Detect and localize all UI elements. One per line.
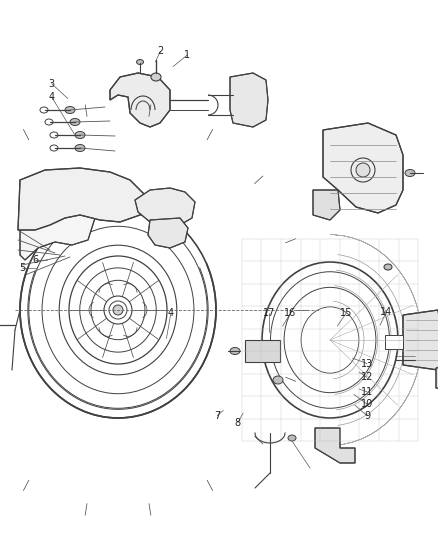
Ellipse shape [65, 107, 75, 114]
Polygon shape [436, 365, 438, 390]
FancyBboxPatch shape [245, 340, 280, 362]
Ellipse shape [356, 163, 370, 177]
Text: 8: 8 [235, 418, 241, 427]
Text: 6: 6 [32, 255, 38, 265]
Ellipse shape [384, 264, 392, 270]
Text: 10: 10 [361, 399, 373, 409]
Text: 9: 9 [364, 411, 370, 421]
Text: 7: 7 [214, 411, 220, 421]
Text: 17: 17 [263, 309, 276, 318]
Text: 1: 1 [184, 50, 191, 60]
Polygon shape [315, 428, 355, 463]
Polygon shape [313, 190, 340, 220]
Text: 11: 11 [361, 387, 373, 397]
Polygon shape [110, 73, 170, 127]
Polygon shape [20, 208, 95, 260]
Ellipse shape [273, 376, 283, 384]
Text: 5: 5 [19, 263, 25, 273]
Text: 4: 4 [49, 92, 55, 102]
Ellipse shape [75, 132, 85, 139]
Polygon shape [135, 188, 195, 226]
Ellipse shape [288, 435, 296, 441]
Polygon shape [323, 123, 403, 213]
Ellipse shape [70, 118, 80, 125]
Ellipse shape [151, 73, 161, 81]
Text: 14: 14 [380, 307, 392, 317]
Text: 4: 4 [168, 309, 174, 318]
Ellipse shape [113, 305, 123, 315]
Text: 3: 3 [49, 79, 55, 88]
Ellipse shape [405, 169, 415, 176]
Polygon shape [230, 73, 268, 127]
Polygon shape [18, 168, 145, 230]
Ellipse shape [75, 144, 85, 151]
Ellipse shape [137, 60, 144, 64]
Polygon shape [148, 218, 188, 248]
Text: 2: 2 [157, 46, 163, 56]
FancyBboxPatch shape [385, 335, 403, 349]
Ellipse shape [230, 348, 240, 354]
Polygon shape [403, 310, 438, 370]
Text: 12: 12 [361, 373, 373, 382]
Text: 15: 15 [340, 309, 352, 318]
Text: 16: 16 [284, 309, 297, 318]
Text: 13: 13 [361, 359, 373, 368]
